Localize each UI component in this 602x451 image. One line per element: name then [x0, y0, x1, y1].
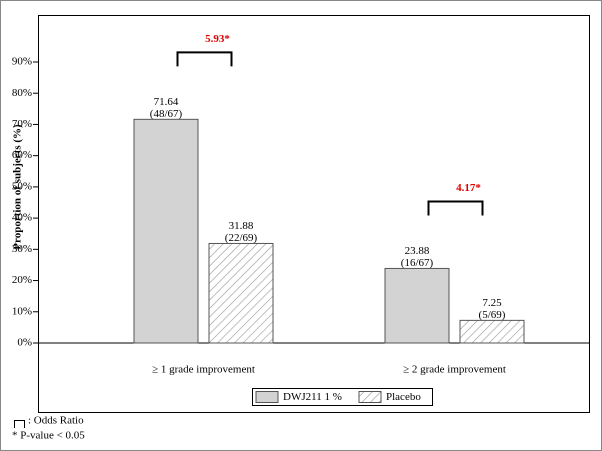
odds-ratio-bracket	[176, 51, 233, 67]
y-tick-label: 30%	[12, 243, 32, 255]
count-label: (48/67)	[150, 108, 183, 120]
y-tick-label: 10%	[12, 305, 32, 317]
y-tick-label: 80%	[12, 87, 32, 99]
y-tick-label: 50%	[12, 180, 32, 192]
value-label: 31.88	[229, 220, 254, 232]
y-tick-label: 0%	[17, 337, 32, 349]
y-tick-label: 70%	[12, 118, 32, 130]
count-label: (22/69)	[225, 232, 258, 244]
bar	[133, 118, 199, 344]
bar	[384, 267, 450, 344]
value-label: 23.88	[405, 245, 430, 257]
value-label: 7.25	[482, 297, 502, 309]
y-tick-label: 60%	[12, 149, 32, 161]
footnote: : Odds Ratio	[28, 415, 84, 427]
legend-label: DWJ211 1 %	[283, 391, 342, 403]
count-label: (5/69)	[479, 309, 506, 321]
y-axis-label: Proportion of subjects (%)	[12, 124, 24, 250]
y-tick-label: 90%	[12, 56, 32, 68]
footnote: * P-value < 0.05	[12, 430, 85, 442]
x-tick-label: ≥ 2 grade improvement	[403, 364, 506, 376]
odds-ratio-bracket	[427, 200, 484, 216]
odds-ratio-label: 5.93*	[205, 33, 230, 45]
legend-swatch	[358, 391, 382, 403]
legend-swatch	[255, 391, 279, 403]
y-tick-label: 20%	[12, 274, 32, 286]
legend-box	[252, 388, 433, 406]
count-label: (16/67)	[401, 257, 434, 269]
value-label: 71.64	[154, 96, 179, 108]
odds-ratio-label: 4.17*	[456, 182, 481, 194]
bar	[208, 242, 274, 344]
odds-ratio-icon	[14, 420, 25, 428]
bar	[459, 319, 525, 344]
plot-frame	[38, 15, 590, 413]
x-tick-label: ≥ 1 grade improvement	[152, 364, 255, 376]
y-tick-label: 40%	[12, 212, 32, 224]
legend-label: Placebo	[386, 391, 421, 403]
